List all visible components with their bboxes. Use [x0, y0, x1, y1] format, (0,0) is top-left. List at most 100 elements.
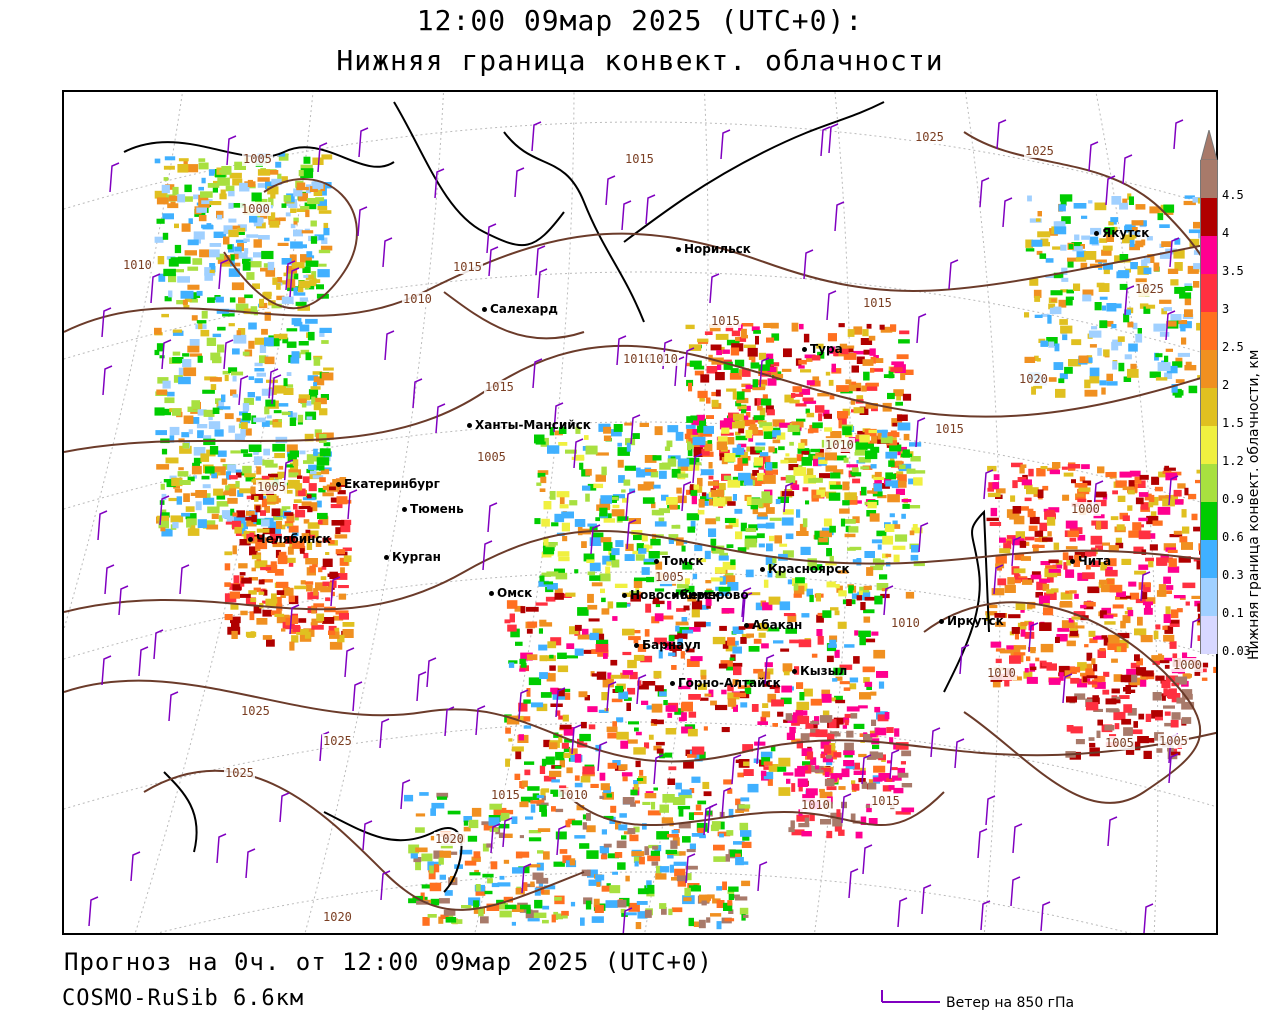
cloud-cell	[203, 435, 212, 442]
cloud-cell	[700, 374, 710, 383]
cloud-cell	[653, 745, 662, 751]
wind-barb	[218, 259, 229, 290]
cloud-cell	[1138, 480, 1146, 488]
cloud-cell	[1075, 493, 1086, 501]
cloud-cell	[995, 488, 1006, 494]
cloud-cell	[1106, 579, 1115, 585]
cloud-cell	[704, 331, 713, 335]
cloud-cell	[986, 517, 999, 522]
cloud-cell	[308, 502, 318, 512]
cloud-cell	[168, 195, 181, 202]
city-dot-icon	[654, 559, 659, 564]
cloud-cell	[1086, 652, 1093, 661]
cloud-cell	[187, 345, 200, 353]
isobar	[64, 679, 1216, 763]
cloud-cell	[742, 744, 754, 752]
cloud-cell	[1041, 662, 1052, 667]
cloud-cell	[1085, 551, 1092, 557]
legend-swatch	[1200, 198, 1218, 236]
cloud-cell	[271, 610, 281, 616]
cloud-cell	[1095, 520, 1108, 530]
cloud-cell	[876, 530, 887, 537]
cloud-cell	[549, 491, 556, 500]
cloud-cell	[1164, 722, 1173, 727]
cloud-cell	[154, 190, 168, 199]
cloud-cell	[659, 463, 671, 470]
cloud-cell	[791, 393, 804, 397]
cloud-cell	[1173, 595, 1186, 599]
cloud-cell	[559, 849, 568, 854]
cloud-cell	[812, 422, 823, 429]
cloud-cell	[798, 784, 803, 792]
cloud-cell	[309, 280, 316, 286]
cloud-cell	[1031, 386, 1036, 395]
cloud-cell	[248, 444, 262, 452]
cloud-cell	[654, 613, 664, 622]
cloud-cell	[1066, 289, 1074, 294]
cloud-cell	[874, 480, 882, 484]
cloud-cell	[1089, 367, 1100, 377]
cloud-cell	[858, 457, 871, 463]
cloud-cell	[895, 401, 903, 406]
cloud-cell	[304, 433, 314, 442]
cloud-cell	[443, 909, 456, 916]
cloud-cell	[473, 851, 481, 859]
cloud-cell	[815, 405, 825, 413]
cloud-cell	[606, 793, 612, 798]
cloud-cell	[532, 872, 544, 880]
cloud-cell	[520, 796, 533, 803]
cloud-cell	[842, 426, 852, 436]
cloud-cell	[788, 827, 795, 833]
cloud-cell	[626, 442, 631, 452]
cloud-cell	[608, 547, 614, 555]
forecast-info: Прогноз на 0ч. от 12:00 09мар 2025 (UTC+…	[64, 948, 713, 976]
wind-barb	[130, 851, 141, 882]
cloud-cell	[696, 462, 702, 466]
cloud-cell	[668, 766, 677, 771]
cloud-cell	[267, 493, 277, 502]
cloud-cell	[1125, 749, 1135, 755]
cloud-cell	[678, 822, 691, 829]
cloud-cell	[1059, 602, 1073, 608]
cloud-cell	[450, 851, 458, 855]
city-dot-icon	[622, 593, 627, 598]
cloud-cell	[685, 324, 695, 330]
cloud-cell	[1008, 614, 1021, 619]
cloud-cell	[291, 635, 299, 643]
cloud-cell	[861, 486, 867, 496]
cloud-cell	[226, 471, 231, 480]
cloud-cell	[799, 323, 804, 330]
cloud-cell	[1181, 689, 1193, 695]
cloud-cell	[419, 792, 429, 796]
cloud-cell	[693, 488, 700, 492]
cloud-cell	[681, 617, 688, 622]
city-marker: Тура	[802, 342, 843, 356]
cloud-cell	[645, 603, 652, 613]
cloud-cell	[224, 563, 231, 571]
cloud-cell	[232, 394, 239, 398]
cloud-cell	[626, 702, 631, 711]
cloud-cell	[297, 305, 310, 311]
cloud-cell	[430, 808, 436, 816]
cloud-cell	[870, 733, 877, 738]
cloud-cell	[732, 420, 745, 429]
cloud-cell	[1047, 531, 1052, 537]
cloud-cell	[1174, 286, 1186, 294]
cloud-cell	[335, 527, 341, 534]
cloud-cell	[1042, 537, 1053, 542]
cloud-cell	[842, 519, 856, 524]
cloud-cell	[228, 483, 240, 489]
city-marker: Якутск	[1094, 226, 1149, 240]
cloud-cell	[207, 297, 215, 303]
cloud-cell	[911, 545, 919, 553]
cloud-cell	[591, 649, 598, 654]
cloud-cell	[775, 570, 786, 579]
cloud-cell	[848, 526, 859, 533]
city-label: Красноярск	[768, 562, 850, 576]
cloud-cell	[1170, 314, 1182, 321]
cloud-cell	[252, 283, 260, 289]
cloud-cell	[798, 823, 810, 828]
cloud-cell	[870, 565, 883, 571]
cloud-cell	[178, 376, 191, 385]
cloud-cell	[642, 681, 656, 686]
